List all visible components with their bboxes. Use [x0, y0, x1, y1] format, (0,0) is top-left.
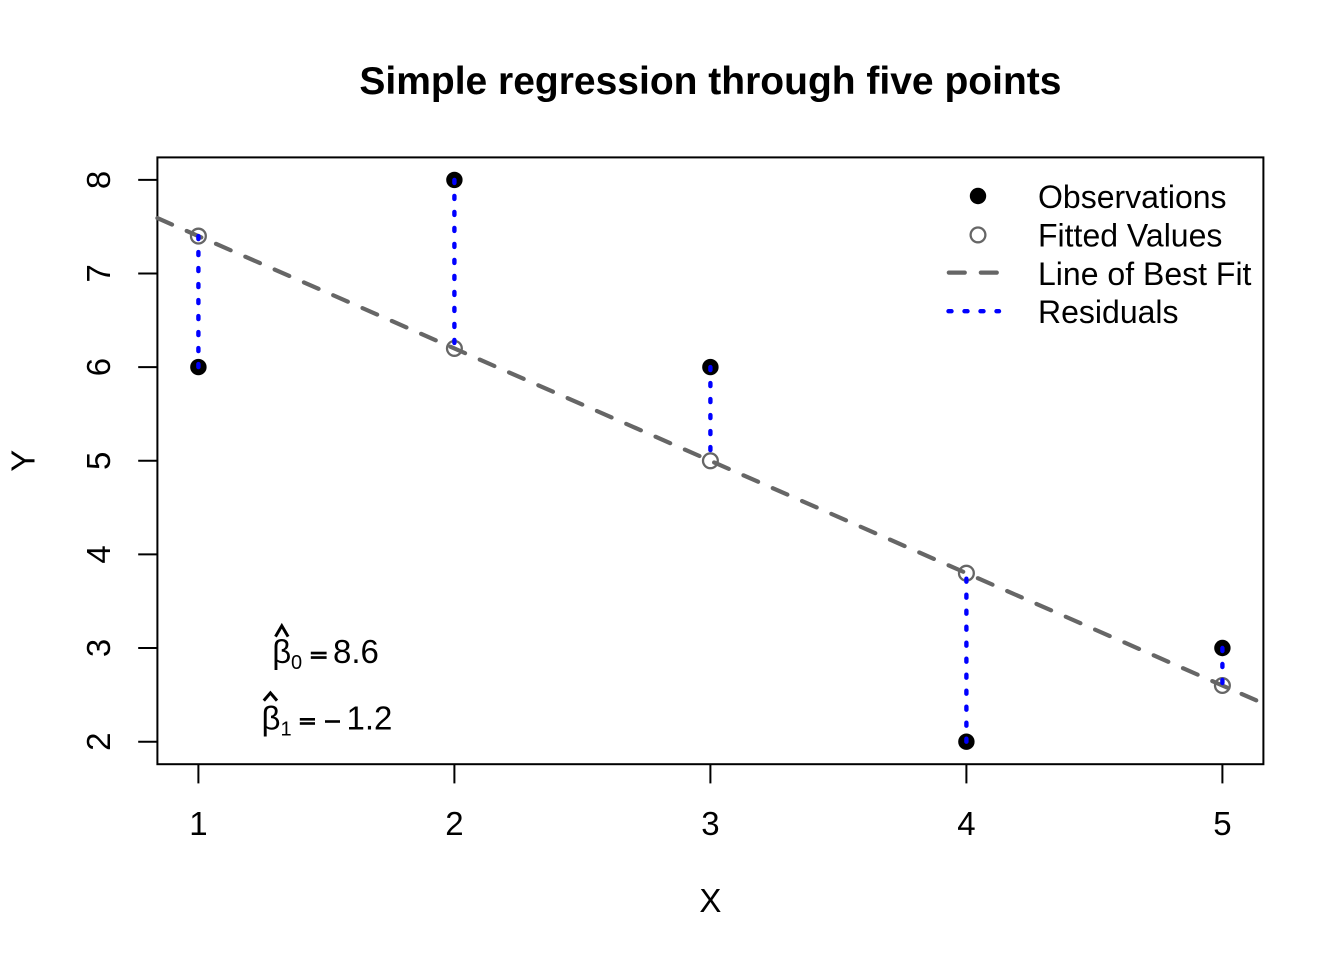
svg-text:3: 3: [701, 805, 719, 842]
svg-text:Fitted Values: Fitted Values: [1038, 217, 1222, 253]
svg-text:5: 5: [80, 452, 117, 470]
svg-text:1.2: 1.2: [347, 699, 393, 736]
svg-text:β: β: [272, 633, 291, 670]
svg-text:2: 2: [445, 805, 463, 842]
svg-text:Observations: Observations: [1038, 179, 1227, 215]
svg-text:4: 4: [957, 805, 975, 842]
svg-text:1: 1: [281, 718, 292, 740]
svg-text:8.6: 8.6: [333, 633, 379, 670]
svg-text:Residuals: Residuals: [1038, 294, 1179, 330]
svg-text:1: 1: [189, 805, 207, 842]
svg-text:β: β: [262, 699, 281, 736]
svg-text:Line of Best Fit: Line of Best Fit: [1038, 256, 1252, 292]
svg-text:0: 0: [291, 652, 302, 674]
svg-text:2: 2: [80, 733, 117, 751]
svg-text:Y: Y: [5, 450, 42, 472]
svg-text:3: 3: [80, 639, 117, 657]
svg-text:5: 5: [1213, 805, 1231, 842]
svg-text:Simple regression through five: Simple regression through five points: [359, 60, 1061, 103]
svg-text:4: 4: [80, 545, 117, 563]
svg-text:7: 7: [80, 264, 117, 282]
svg-text:X: X: [699, 882, 721, 919]
svg-text:6: 6: [80, 358, 117, 376]
svg-text:8: 8: [80, 171, 117, 189]
